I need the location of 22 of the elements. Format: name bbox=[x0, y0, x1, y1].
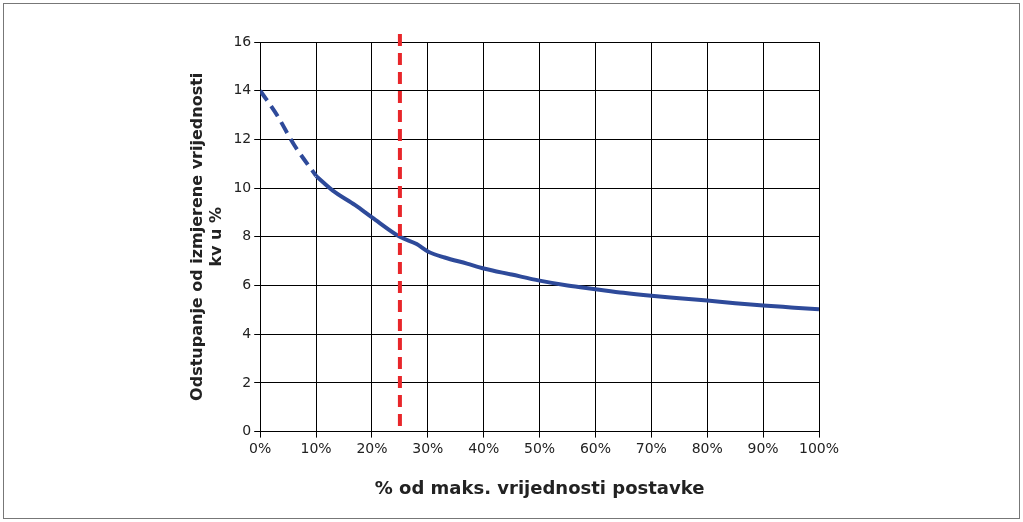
x-tick-label: 70% bbox=[635, 439, 667, 456]
y-tick-label: 8 bbox=[242, 227, 252, 244]
x-tick-label: 80% bbox=[691, 439, 723, 456]
x-tick-label: 100% bbox=[798, 439, 840, 456]
x-tick-label: 90% bbox=[747, 439, 779, 456]
y-tick-label: 16 bbox=[233, 32, 252, 49]
y-tick-label: 0 bbox=[242, 422, 252, 439]
y-axis-title: Odstupanje od izmjerene vrijednosti kv u % bbox=[186, 72, 225, 401]
y-tick-label: 14 bbox=[233, 81, 252, 98]
x-axis-title: % od maks. vrijednosti postavke bbox=[374, 476, 705, 498]
x-tick-label: 60% bbox=[579, 439, 612, 456]
y-tick-label: 2 bbox=[242, 373, 252, 390]
y-tick-label: 10 bbox=[233, 178, 252, 195]
y-tick-label: 12 bbox=[233, 130, 252, 147]
x-tick-label: 50% bbox=[524, 439, 556, 456]
x-tick-label: 20% bbox=[356, 439, 388, 456]
y-tick-label: 6 bbox=[242, 276, 252, 293]
x-tick-label: 10% bbox=[300, 439, 332, 456]
x-tick-label: 40% bbox=[468, 439, 500, 456]
x-tick-label: 30% bbox=[412, 439, 444, 456]
x-tick-label: 0% bbox=[249, 439, 272, 456]
y-tick-label: 4 bbox=[242, 324, 252, 341]
